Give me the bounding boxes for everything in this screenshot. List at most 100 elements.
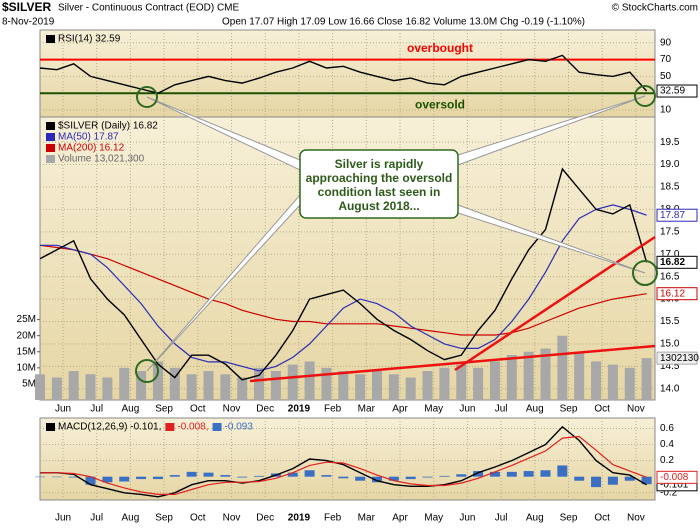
end-label-box — [656, 470, 698, 484]
series-line — [40, 435, 647, 495]
y-tick-label: 14.5 — [660, 361, 680, 372]
trendline — [249, 344, 656, 383]
series-line — [39, 167, 648, 381]
callout-line: August 2018... — [338, 199, 419, 213]
legend-entry: MA(50) 17.87 — [58, 132, 119, 143]
bar — [372, 371, 382, 400]
x-tick-label: Jul — [495, 513, 508, 524]
panel-background — [39, 417, 656, 501]
bar — [557, 335, 568, 400]
y-tick-label: 70 — [660, 54, 672, 65]
threshold-label: overbought — [407, 41, 473, 55]
end-label-box — [656, 84, 698, 98]
x-tick-label: May — [424, 513, 443, 524]
end-label: 16.12 — [660, 288, 685, 299]
bar — [523, 471, 534, 477]
y-tick-label: 0.2 — [660, 455, 674, 466]
callout-line: condition last seen in — [318, 185, 441, 199]
bar — [203, 371, 214, 400]
y-tick-label: 16.5 — [660, 271, 680, 282]
end-label: 1302130 — [660, 353, 699, 364]
legend-entry: $SILVER (Daily) 16.82 — [58, 121, 158, 132]
bar — [237, 476, 248, 478]
x-tick-label: Aug — [526, 404, 544, 415]
legend-swatch — [165, 423, 175, 431]
bar — [523, 351, 534, 400]
end-label: 16.82 — [660, 257, 685, 268]
bar — [506, 354, 517, 400]
highlight-circle — [136, 86, 158, 108]
bar — [422, 371, 433, 400]
series-line — [40, 204, 647, 372]
x-tick-label: Dec — [256, 513, 274, 524]
bar — [540, 348, 551, 400]
x-tick-label: Apr — [392, 513, 408, 524]
legend-swatch — [46, 155, 55, 163]
bar — [68, 371, 79, 400]
trendline — [454, 235, 656, 372]
bar — [456, 474, 467, 477]
bar — [557, 465, 568, 477]
x-tick-label: Nov — [223, 404, 241, 415]
bar — [254, 475, 265, 477]
bar — [304, 470, 315, 477]
bar — [388, 374, 399, 400]
bar — [186, 471, 197, 477]
legend-entry: -0.093 — [225, 422, 254, 433]
bar — [68, 476, 79, 478]
bar — [35, 374, 45, 400]
bar — [51, 476, 62, 478]
bar — [422, 476, 433, 478]
x-tick-label: May — [424, 404, 443, 415]
y-tick-label: 14.0 — [660, 383, 680, 394]
bar — [355, 476, 366, 481]
x-tick-label: Aug — [122, 404, 140, 415]
symbol: $SILVER — [2, 0, 51, 14]
bar — [574, 476, 585, 481]
bar — [591, 476, 602, 488]
end-label: 17.87 — [660, 210, 685, 221]
y2-tick-label: 5M — [22, 379, 36, 390]
y2-tick-label: 10M — [17, 362, 36, 373]
x-tick-label: Nov — [223, 513, 241, 524]
x-tick-label: Apr — [392, 404, 408, 415]
bar — [321, 367, 332, 400]
y-tick-label: 17.0 — [660, 249, 680, 260]
bar — [321, 475, 332, 477]
callout-box — [299, 149, 459, 219]
bar — [641, 476, 652, 485]
bar — [169, 367, 180, 400]
bar — [186, 374, 197, 400]
legend-entry: Volume 13,021,300 — [58, 154, 145, 165]
panel-background — [39, 29, 656, 118]
bar — [591, 361, 602, 400]
instrument-name: Silver - Continuous Contract (EOD) CME — [58, 3, 239, 14]
bar — [372, 476, 382, 483]
y-tick-label: 15.0 — [660, 339, 680, 350]
quote: Open 17.07 High 17.09 Low 16.66 Close 16… — [222, 17, 585, 28]
bar — [220, 475, 231, 477]
bar — [102, 377, 113, 400]
legend-entry: MA(200) 16.12 — [58, 143, 125, 154]
highlight-circle — [634, 85, 656, 107]
bar — [607, 364, 618, 400]
bar — [473, 471, 484, 477]
bar — [169, 475, 180, 477]
bar — [152, 361, 163, 400]
y-tick-label: 18.5 — [660, 182, 680, 193]
bar — [51, 377, 62, 400]
bar — [85, 374, 96, 400]
x-tick-label: Dec — [256, 404, 274, 415]
date: 8-Nov-2019 — [2, 17, 55, 28]
bar — [119, 476, 130, 482]
bar — [35, 476, 45, 478]
x-tick-label: Jun — [55, 513, 71, 524]
y-tick-label: 19.5 — [660, 137, 680, 148]
legend-entry: -0.008, — [177, 422, 208, 433]
bar — [85, 476, 96, 485]
x-tick-label: Oct — [594, 513, 610, 524]
bar — [220, 374, 231, 400]
x-tick-label: Sep — [155, 513, 173, 524]
